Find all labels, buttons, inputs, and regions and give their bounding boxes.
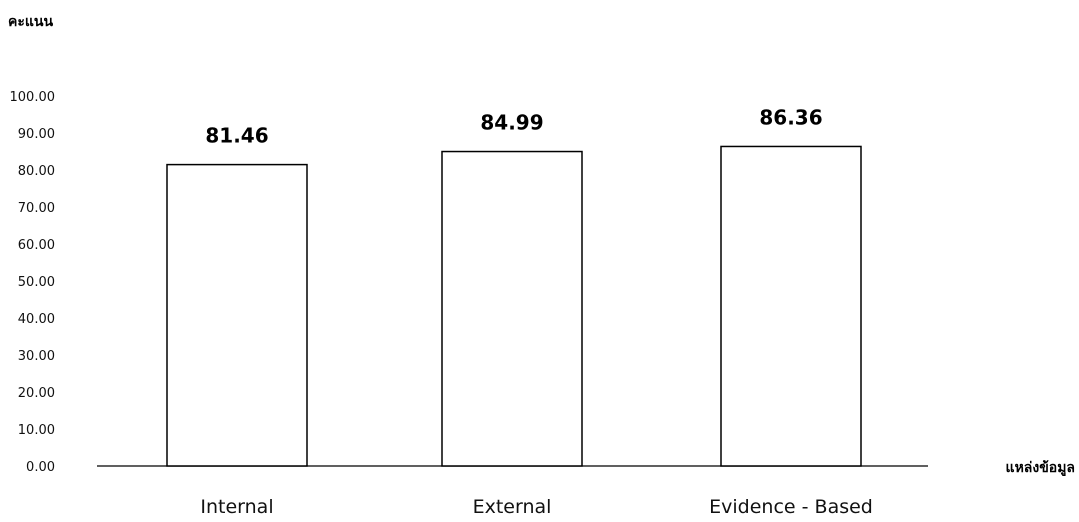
y-tick-label: 30.00 bbox=[18, 349, 55, 364]
value-labels: 81.46 84.99 86.36 bbox=[205, 105, 822, 147]
y-axis-label: คะแนน bbox=[8, 14, 53, 30]
y-tick-label: 100.00 bbox=[10, 90, 56, 105]
y-tick-label: 60.00 bbox=[18, 238, 55, 253]
y-tick-label: 40.00 bbox=[18, 312, 55, 327]
bar-value-label: 86.36 bbox=[759, 105, 822, 129]
y-tick-label: 70.00 bbox=[18, 201, 55, 216]
y-tick-label: 90.00 bbox=[18, 127, 55, 142]
bars bbox=[166, 145, 862, 467]
bar-value-label: 81.46 bbox=[205, 124, 268, 148]
bar-value-label: 84.99 bbox=[480, 111, 543, 135]
category-label: Evidence - Based bbox=[709, 496, 873, 518]
category-label: Internal bbox=[200, 496, 273, 518]
y-tick-labels: 0.00 10.00 20.00 30.00 40.00 50.00 60.00 70.00 8… bbox=[10, 90, 56, 475]
y-tick-label: 20.00 bbox=[18, 386, 55, 401]
y-tick-label: 80.00 bbox=[18, 164, 55, 179]
x-axis-label: แหล่งข้อมูล bbox=[1006, 460, 1075, 476]
y-tick-label: 10.00 bbox=[18, 423, 55, 438]
category-label: External bbox=[473, 496, 552, 518]
bar-internal bbox=[166, 163, 308, 467]
bar-evidence-based bbox=[720, 145, 862, 467]
y-tick-label: 0.00 bbox=[26, 460, 55, 475]
category-labels: Internal External Evidence - Based bbox=[200, 496, 872, 518]
y-tick-label: 50.00 bbox=[18, 275, 55, 290]
bar-external bbox=[441, 150, 583, 467]
